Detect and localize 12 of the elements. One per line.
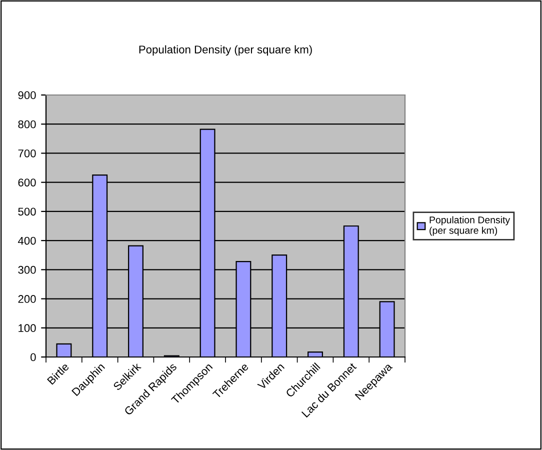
y-tick-label: 500 xyxy=(18,208,36,216)
y-tick-label: 300 xyxy=(18,266,36,274)
chart-title: Population Density (per square km) xyxy=(139,45,312,56)
y-tick-label: 200 xyxy=(18,295,36,303)
y-tick-label: 900 xyxy=(18,91,36,100)
legend-label: Population Density (per square km) xyxy=(430,216,510,236)
y-tick-label: 600 xyxy=(18,178,36,186)
y-tick-label: 100 xyxy=(18,324,36,332)
y-tick-label: 800 xyxy=(18,120,36,128)
y-tick-label: 700 xyxy=(18,149,36,158)
y-tick-label: 400 xyxy=(18,236,36,245)
y-tick-label: 0 xyxy=(30,353,36,362)
